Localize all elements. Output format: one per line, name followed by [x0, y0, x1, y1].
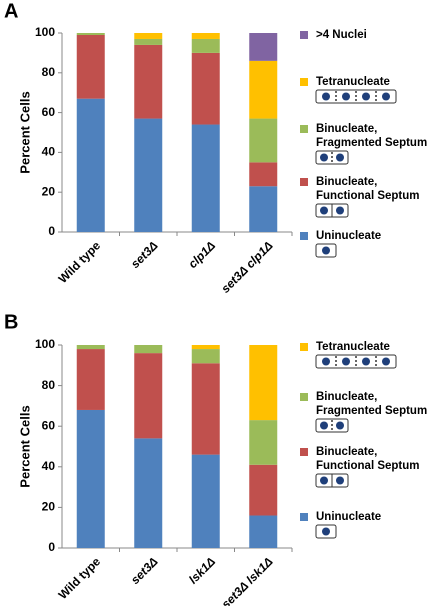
- nucleus-icon: [322, 246, 330, 255]
- nucleus-icon: [320, 476, 328, 485]
- x-tick-label: Wild type: [56, 238, 104, 286]
- y-tick-label: 40: [42, 145, 56, 159]
- legend-label: Tetranucleate: [316, 341, 390, 353]
- x-tick-label: set3Δ lsk1Δ: [219, 554, 276, 606]
- nucleus-icon: [322, 92, 330, 101]
- legend-label: Uninucleate: [316, 230, 381, 242]
- y-tick-label: 80: [42, 378, 56, 392]
- bar-segment: [249, 60, 278, 119]
- panel-label: B: [4, 311, 18, 333]
- bar-segment: [134, 353, 163, 439]
- y-tick-label: 0: [48, 540, 55, 554]
- bar-segment: [249, 186, 278, 232]
- x-tick-label: set3Δ clp1Δ: [218, 238, 275, 295]
- bar-segment: [134, 118, 163, 232]
- nucleus-icon: [322, 357, 330, 366]
- legend-swatch: [300, 513, 308, 521]
- legend-swatch: [300, 232, 308, 240]
- bar-segment: [191, 33, 220, 39]
- y-tick-label: 0: [48, 224, 55, 238]
- bar-segment: [191, 349, 220, 364]
- bar-segment: [191, 454, 220, 548]
- legend-swatch: [300, 448, 308, 456]
- legend-label: Uninucleate: [316, 511, 381, 523]
- y-tick-label: 40: [42, 459, 56, 473]
- bar-segment: [191, 363, 220, 455]
- legend-swatch: [300, 343, 308, 351]
- nucleus-icon: [336, 476, 344, 485]
- legend-swatch: [300, 393, 308, 401]
- y-tick-label: 60: [42, 418, 56, 432]
- bar-segment: [249, 515, 278, 548]
- bar-segment: [249, 118, 278, 163]
- legend-label: Binucleate, Functional Septum: [316, 176, 420, 202]
- x-tick-label: set3Δ: [128, 238, 161, 271]
- y-tick-label: 80: [42, 65, 56, 79]
- y-axis-label: Percent Cells: [17, 405, 32, 487]
- bar-segment: [134, 38, 163, 45]
- legend-label: Tetranucleate: [316, 76, 390, 88]
- bar-segment: [76, 349, 105, 410]
- y-tick-label: 100: [35, 337, 55, 351]
- bar-segment: [76, 409, 105, 548]
- y-tick-label: 20: [42, 500, 56, 514]
- y-tick-label: 60: [42, 105, 56, 119]
- y-tick-label: 20: [42, 184, 56, 198]
- bar-segment: [76, 33, 105, 35]
- y-axis-label: Percent Cells: [17, 91, 32, 173]
- x-tick-label: set3Δ: [128, 554, 161, 587]
- nucleus-icon: [362, 357, 370, 366]
- bar-segment: [249, 420, 278, 465]
- nucleus-icon: [322, 527, 330, 536]
- nucleus-icon: [382, 357, 390, 366]
- nucleus-icon: [336, 153, 344, 162]
- panel-label: A: [4, 0, 18, 22]
- bar-segment: [76, 98, 105, 232]
- y-tick-label: 100: [35, 25, 55, 39]
- nucleus-icon: [336, 421, 344, 430]
- bar-segment: [134, 345, 163, 354]
- legend-swatch: [300, 78, 308, 86]
- nucleus-icon: [320, 206, 328, 215]
- bar-segment: [134, 33, 163, 39]
- nucleus-icon: [342, 357, 350, 366]
- bar-segment: [76, 34, 105, 99]
- legend-swatch: [300, 178, 308, 186]
- legend-label: Binucleate, Functional Septum: [316, 446, 420, 472]
- bar-segment: [191, 124, 220, 232]
- bar-segment: [191, 38, 220, 53]
- nucleus-icon: [362, 92, 370, 101]
- legend-swatch: [300, 125, 308, 133]
- x-tick-label: lsk1Δ: [186, 554, 218, 586]
- nucleus-icon: [342, 92, 350, 101]
- nucleus-icon: [336, 206, 344, 215]
- bar-segment: [134, 44, 163, 119]
- legend-swatch: [300, 31, 308, 39]
- bar-segment: [76, 345, 105, 350]
- nucleus-icon: [320, 153, 328, 162]
- nucleus-icon: [320, 421, 328, 430]
- x-tick-label: Wild type: [56, 554, 104, 602]
- bar-segment: [249, 162, 278, 187]
- bar-segment: [249, 33, 278, 61]
- legend-label: Binucleate, Fragmented Septum: [316, 391, 427, 417]
- bar-segment: [191, 52, 220, 125]
- nucleus-icon: [382, 92, 390, 101]
- bar-segment: [134, 438, 163, 548]
- legend-label: Binucleate, Fragmented Septum: [316, 123, 427, 149]
- bar-segment: [191, 345, 220, 350]
- bar-segment: [249, 345, 278, 421]
- x-tick-label: clp1Δ: [186, 238, 219, 271]
- legend-label: >4 Nuclei: [316, 29, 367, 41]
- bar-segment: [249, 464, 278, 516]
